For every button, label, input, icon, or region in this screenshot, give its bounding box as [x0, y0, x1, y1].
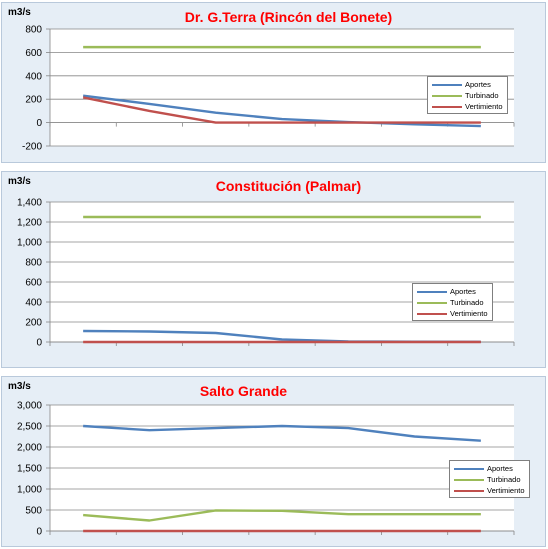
unit-label: m3/s: [8, 176, 31, 187]
chart-title: Salto Grande: [199, 383, 288, 399]
legend-label: Turbinado: [465, 91, 499, 100]
line-chart-palmar: 1,400 1,200 1,000 800 600 400 200 0: [17, 198, 515, 349]
legend-swatch: [454, 489, 484, 492]
legend-label: Vertimiento: [465, 102, 503, 111]
legend-entry: Vertimiento: [417, 308, 488, 319]
y-tick-label: 3,000: [17, 401, 42, 412]
y-tick-label: 1,200: [17, 218, 42, 229]
series-line-vertimiento: [82, 96, 481, 124]
legend-label: Vertimiento: [450, 309, 488, 318]
unit-label: m3/s: [8, 7, 31, 18]
legend-swatch: [432, 94, 462, 97]
legend-entry: Aportes: [417, 286, 488, 297]
chart-title: Constitución (Palmar): [215, 178, 362, 194]
chart-title: Dr. G.Terra (Rincón del Bonete): [184, 9, 393, 25]
legend-label: Turbinado: [450, 298, 484, 307]
y-tick-label: 1,400: [17, 198, 42, 209]
legend-entry: Aportes: [454, 463, 525, 474]
y-tick-label: 400: [25, 298, 42, 309]
chart-panel-salto-grande: m3/s Salto Grande 3,000 2,500 2,000 1,500 1,…: [1, 376, 546, 547]
legend-swatch: [454, 478, 484, 481]
y-tick-label: 1,500: [17, 464, 42, 475]
series-line-aportes: [83, 424, 481, 442]
legend-entry: Vertimiento: [454, 485, 525, 496]
y-tick-label: -200: [22, 142, 42, 153]
y-tick-label: 800: [25, 25, 42, 36]
legend-swatch: [417, 290, 447, 293]
legend-label: Aportes: [465, 80, 491, 89]
legend-entry: Turbinado: [454, 474, 525, 485]
chart-panel-palmar: m3/s Constitución (Palmar) 1,400 1,200 1,0…: [1, 171, 546, 368]
y-tick-label: 600: [25, 278, 42, 289]
chart-legend: Aportes Turbinado Vertimiento: [449, 460, 530, 498]
legend-label: Vertimiento: [487, 486, 525, 495]
legend-swatch: [432, 83, 462, 86]
legend-swatch: [432, 105, 462, 108]
y-tick-label: 500: [25, 506, 42, 517]
y-tick-label: 400: [25, 71, 42, 82]
y-tick-label: 0: [36, 338, 42, 349]
legend-entry: Aportes: [432, 79, 503, 90]
line-chart-salto-grande: 3,000 2,500 2,000 1,500 1,000 500 0: [17, 401, 515, 538]
chart-legend: Aportes Turbinado Vertimiento: [412, 283, 493, 321]
y-tick-label: 0: [36, 527, 42, 538]
legend-swatch: [417, 312, 447, 315]
legend-label: Aportes: [487, 464, 513, 473]
legend-label: Turbinado: [487, 475, 521, 484]
legend-swatch: [417, 301, 447, 304]
series-line-turbinado: [83, 509, 481, 522]
legend-swatch: [454, 467, 484, 470]
y-tick-label: 800: [25, 258, 42, 269]
y-tick-label: 0: [36, 118, 42, 129]
legend-entry: Turbinado: [417, 297, 488, 308]
y-tick-label: 200: [25, 318, 42, 329]
y-tick-label: 600: [25, 48, 42, 59]
y-tick-label: 2,000: [17, 443, 42, 454]
chart-panel-terra: m3/s Dr. G.Terra (Rincón del Bonete) 800…: [1, 2, 546, 163]
y-tick-label: 200: [25, 95, 42, 106]
y-tick-label: 1,000: [17, 485, 42, 496]
chart-legend: Aportes Turbinado Vertimiento: [427, 76, 508, 114]
legend-label: Aportes: [450, 287, 476, 296]
series-line-aportes: [82, 94, 481, 128]
plot-area: [50, 202, 514, 342]
unit-label: m3/s: [8, 381, 31, 392]
y-tick-label: 2,500: [17, 422, 42, 433]
legend-entry: Vertimiento: [432, 101, 503, 112]
legend-entry: Turbinado: [432, 90, 503, 101]
y-tick-label: 1,000: [17, 238, 42, 249]
